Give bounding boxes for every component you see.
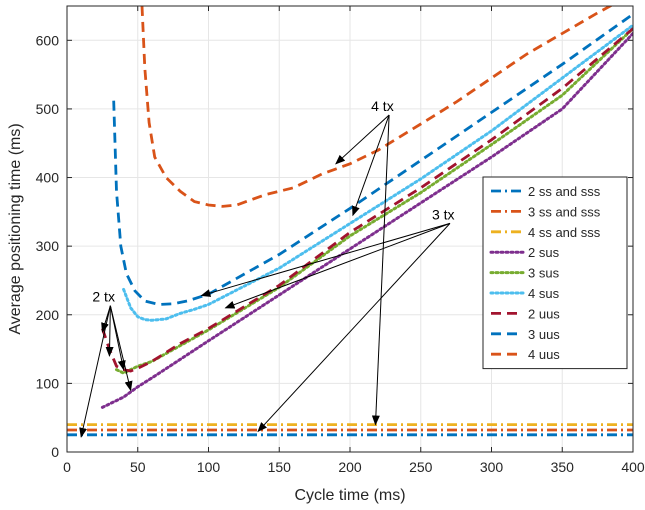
x-axis-label: Cycle time (ms) — [294, 487, 405, 504]
annotation-arrow — [335, 114, 390, 165]
legend-label: 3 uus — [528, 327, 560, 342]
legend-label: 2 sus — [528, 245, 560, 260]
y-tick-label: 100 — [36, 375, 60, 391]
x-tick-label: 250 — [409, 459, 433, 475]
y-tick-label: 0 — [51, 444, 59, 460]
annotation-arrow — [200, 222, 451, 297]
series-lines — [67, 6, 633, 437]
x-tick-label: 300 — [480, 459, 504, 475]
tick-labels: 0 50 100 150 200 250 300 350 400 0 100 200 300 400 500… — [36, 32, 645, 475]
x-tick-label: 350 — [551, 459, 575, 475]
y-axis-label: Average positioning time (ms) — [7, 123, 24, 334]
y-tick-label: 500 — [36, 101, 60, 117]
x-tick-label: 200 — [338, 459, 362, 475]
series-line — [140, 6, 614, 208]
y-tick-label: 300 — [36, 238, 60, 254]
annotations: 2 tx 3 tx 4 tx — [79, 98, 455, 438]
series-line — [112, 13, 633, 306]
series-line — [122, 23, 633, 322]
annotation-arrow — [101, 305, 111, 333]
x-tick-label: 50 — [130, 459, 146, 475]
annotation-arrow — [352, 114, 390, 217]
annotation-arrow — [109, 305, 133, 392]
y-tick-label: 200 — [36, 307, 60, 323]
legend: 2 ss and sss 3 ss and sss 4 ss and sss 2 su… — [482, 176, 628, 370]
x-tick-label: 0 — [63, 459, 71, 475]
legend-label: 4 ss and sss — [528, 225, 601, 240]
x-tick-label: 100 — [197, 459, 221, 475]
legend-label: 4 sus — [528, 286, 560, 301]
legend-label: 2 uus — [528, 306, 560, 321]
axes — [66, 5, 634, 453]
annotation-label: 2 tx — [92, 289, 115, 305]
annotation-arrow — [105, 305, 114, 357]
series-line — [115, 27, 633, 375]
x-tick-label: 400 — [621, 459, 645, 475]
annotation-label: 3 tx — [432, 206, 455, 222]
annotation-label: 4 tx — [371, 98, 394, 114]
legend-label: 2 ss and sss — [528, 184, 601, 199]
y-tick-label: 400 — [36, 170, 60, 186]
annotation-arrow — [224, 222, 451, 309]
y-tick-label: 600 — [36, 32, 60, 48]
annotation-arrow — [257, 223, 451, 433]
legend-label: 3 sus — [528, 266, 560, 281]
series-line — [100, 31, 633, 409]
annotation-arrow — [371, 114, 390, 426]
annotation-arrow — [79, 305, 111, 438]
series-line — [101, 27, 633, 373]
x-tick-label: 150 — [268, 459, 292, 475]
legend-label: 3 ss and sss — [528, 204, 601, 219]
legend-label: 4 uus — [528, 347, 560, 362]
